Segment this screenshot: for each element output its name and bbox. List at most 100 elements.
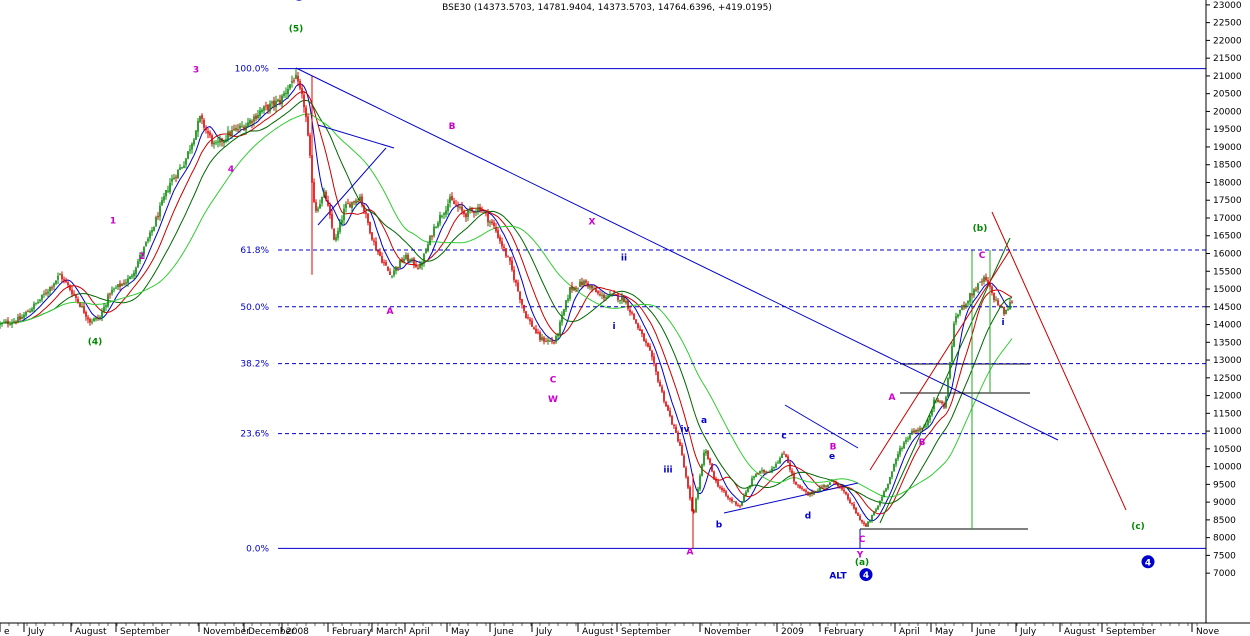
candle-body xyxy=(301,88,303,95)
candle-body xyxy=(471,209,473,211)
candle-body xyxy=(165,190,167,197)
candle-body xyxy=(887,483,889,489)
candle-body xyxy=(883,491,885,497)
candle-body xyxy=(629,309,631,313)
candle-body xyxy=(873,511,875,516)
candle-body xyxy=(275,100,277,108)
candle-body xyxy=(583,280,585,286)
candle-body xyxy=(101,311,103,318)
candle-body xyxy=(933,399,935,410)
candle-body xyxy=(119,283,121,287)
candle-body xyxy=(977,283,979,290)
candle-body xyxy=(721,487,723,490)
wave-label: ii xyxy=(621,254,627,264)
candle-body xyxy=(819,487,821,492)
candle-body xyxy=(753,476,755,478)
candle-body xyxy=(687,477,689,488)
candle-body xyxy=(481,209,483,211)
candle-body xyxy=(997,300,999,306)
candle-body xyxy=(813,491,815,495)
candle-body xyxy=(889,476,891,484)
candle-body xyxy=(253,116,255,122)
candle-body xyxy=(995,299,997,301)
candle-body xyxy=(111,289,113,294)
candle-body xyxy=(575,287,577,289)
candle-body xyxy=(737,504,739,506)
candle-body xyxy=(491,221,493,224)
wave-degree-number: 4 xyxy=(863,571,869,581)
fib-label: 23.6% xyxy=(240,430,269,440)
candle-body xyxy=(35,302,37,304)
candle-body xyxy=(593,288,595,290)
candle-body xyxy=(371,232,373,240)
candle-body xyxy=(723,489,725,492)
candle-body xyxy=(781,454,783,459)
candle-body xyxy=(833,480,835,482)
candle-body xyxy=(869,520,871,522)
candle-body xyxy=(939,401,941,403)
candle-body xyxy=(383,262,385,264)
candle-body xyxy=(215,142,217,144)
candle-body xyxy=(589,285,591,288)
candle-body xyxy=(17,316,19,323)
candle-body xyxy=(709,458,711,463)
candle-body xyxy=(459,206,461,208)
candle-body xyxy=(457,205,459,208)
candle-body xyxy=(711,463,713,472)
candle-body xyxy=(29,310,31,313)
candle-body xyxy=(607,296,609,298)
candle-body xyxy=(937,399,939,403)
candle-body xyxy=(523,304,525,311)
candle-body xyxy=(303,94,305,108)
candle-body xyxy=(293,80,295,82)
candle-body xyxy=(825,485,827,487)
candle-body xyxy=(535,328,537,333)
candle-body xyxy=(135,267,137,274)
candle-body xyxy=(441,215,443,217)
candle-body xyxy=(981,281,983,283)
wave-label: (5) xyxy=(289,25,304,35)
candle-body xyxy=(185,158,187,165)
ma-long-green xyxy=(0,113,1013,498)
candle-body xyxy=(555,336,557,343)
candle-body xyxy=(717,481,719,487)
candle-body xyxy=(367,213,369,223)
candle-body xyxy=(195,130,197,140)
candle-body xyxy=(443,213,445,215)
candle-body xyxy=(653,356,655,364)
wave-label: 4 xyxy=(228,165,234,175)
candle-body xyxy=(205,127,207,130)
candle-body xyxy=(909,435,911,439)
candle-body xyxy=(5,321,7,323)
candle-body xyxy=(455,204,457,206)
candle-body xyxy=(473,211,475,214)
candle-body xyxy=(973,289,975,296)
x-axis: e July August September NovemberDecember2008… xyxy=(0,622,1250,636)
fib-label: 61.8% xyxy=(240,246,269,256)
wave-label: (a) xyxy=(855,558,869,568)
candle-body xyxy=(991,286,993,293)
candle-body xyxy=(287,89,289,94)
candle-body xyxy=(733,501,735,503)
candle-body xyxy=(345,203,347,209)
x-tick-label: e xyxy=(4,627,10,636)
wave-label: iv xyxy=(681,425,690,435)
candle-body xyxy=(477,207,479,212)
candle-body xyxy=(375,241,377,251)
candle-body xyxy=(385,262,387,266)
candle-body xyxy=(403,258,405,262)
candle-body xyxy=(715,478,717,482)
candle-body xyxy=(147,238,149,242)
candle-body xyxy=(7,320,9,325)
candle-body xyxy=(393,270,395,276)
candle-body xyxy=(879,500,881,506)
candle-body xyxy=(13,321,15,323)
candle-body xyxy=(249,120,251,124)
y-tick-label: 17000 xyxy=(1213,214,1242,224)
candle-body xyxy=(1005,309,1007,314)
candle-body xyxy=(347,203,349,205)
candle-body xyxy=(581,281,583,285)
candle-body xyxy=(865,523,867,527)
candle-body xyxy=(561,314,563,323)
candle-body xyxy=(569,286,571,299)
